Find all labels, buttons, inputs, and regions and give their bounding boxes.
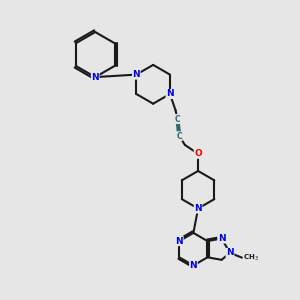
Text: N: N (194, 204, 202, 213)
Text: N: N (218, 234, 225, 243)
Text: N: N (133, 70, 140, 79)
Text: C: C (176, 132, 182, 141)
Text: N: N (176, 236, 183, 245)
Text: N: N (92, 73, 99, 82)
Text: CH$_3$: CH$_3$ (244, 253, 259, 263)
Text: N: N (190, 261, 197, 270)
Text: O: O (194, 149, 202, 158)
Text: N: N (226, 248, 234, 257)
Text: N: N (166, 89, 174, 98)
Text: C: C (175, 115, 180, 124)
